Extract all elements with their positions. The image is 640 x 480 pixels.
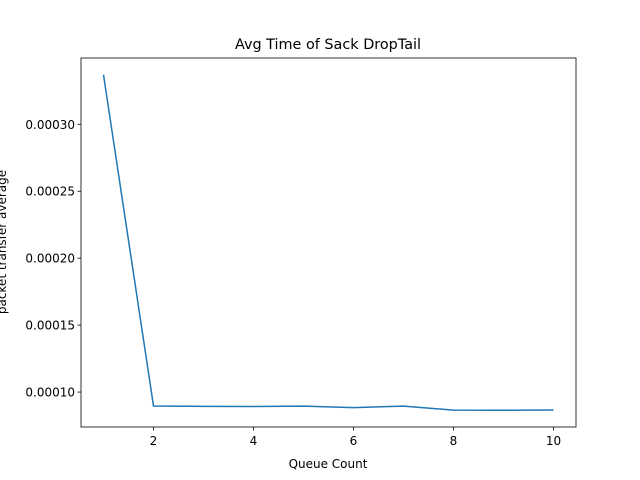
line [102,74,554,412]
x-tick-label: 4 [250,434,258,448]
y-tick-label: 0.00020 [25,252,75,266]
x-axis-label: Queue Count [289,457,368,471]
x-tick-label: 10 [546,434,561,448]
x-tick-label: 6 [350,434,358,448]
x-tick-label: 2 [150,434,158,448]
x-tick-label: 8 [450,434,458,448]
y-tick-label: 0.00010 [25,386,75,400]
chart-title: Avg Time of Sack DropTail [235,37,421,53]
y-axis-label: packet transfer average [0,170,9,314]
y-tick-label: 0.00015 [25,319,75,333]
y-tick-label: 0.00030 [25,118,75,132]
y-tick-label: 0.00025 [25,185,75,199]
axes-frame [80,57,577,428]
